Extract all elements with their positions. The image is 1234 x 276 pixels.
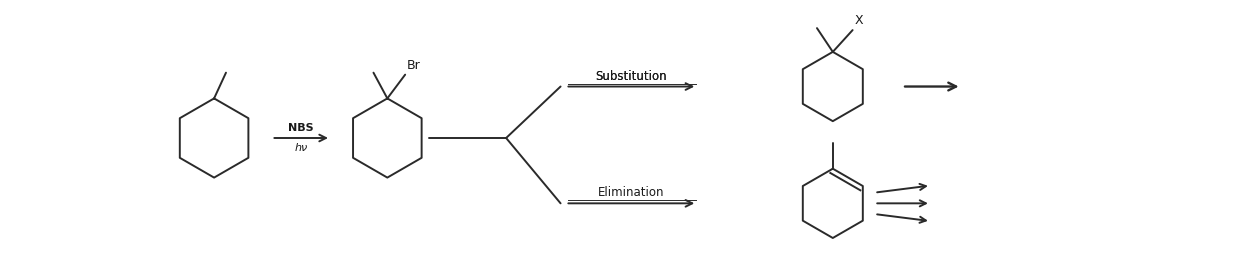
Text: Substitution: Substitution [596, 70, 668, 83]
Text: Br: Br [407, 59, 421, 72]
Text: hν: hν [295, 143, 307, 153]
Text: Substitution: Substitution [596, 70, 668, 83]
Text: X: X [855, 14, 864, 27]
Text: NBS: NBS [289, 123, 313, 133]
Text: Elimination: Elimination [598, 186, 665, 199]
